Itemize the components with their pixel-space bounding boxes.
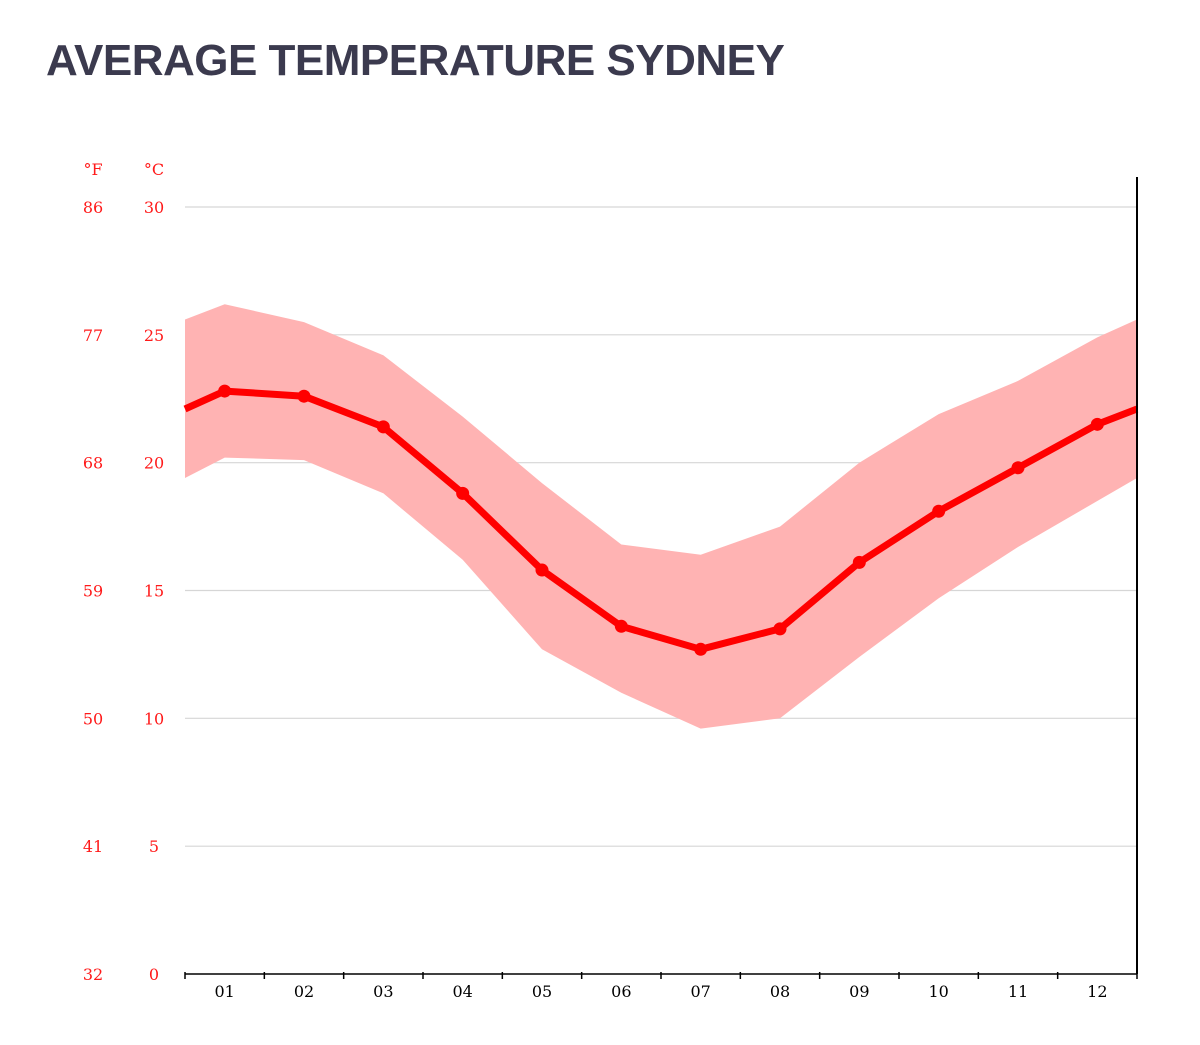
y-tick-fahrenheit: 68 xyxy=(83,454,103,473)
data-point xyxy=(1090,417,1104,431)
x-tick-label: 04 xyxy=(452,982,472,1001)
x-tick-label: 09 xyxy=(849,982,869,1001)
data-point xyxy=(297,389,311,403)
x-tick-label: 06 xyxy=(611,982,631,1001)
data-point xyxy=(218,384,232,398)
data-point xyxy=(694,642,708,656)
y-tick-celsius: 30 xyxy=(144,198,164,217)
x-tick-label: 11 xyxy=(1008,982,1028,1001)
x-tick-label: 01 xyxy=(214,982,234,1001)
y-tick-celsius: 0 xyxy=(149,965,159,984)
x-tick-label: 03 xyxy=(373,982,393,1001)
x-tick-label: 10 xyxy=(928,982,948,1001)
data-point xyxy=(535,563,549,577)
page-title: AVERAGE TEMPERATURE SYDNEY xyxy=(46,36,785,85)
x-tick-label: 08 xyxy=(770,982,790,1001)
x-tick-label: 07 xyxy=(690,982,710,1001)
data-point xyxy=(932,504,946,518)
min-max-range-band xyxy=(185,304,1137,729)
data-point xyxy=(852,555,866,569)
y-tick-fahrenheit: 50 xyxy=(83,709,103,728)
average-line-layer xyxy=(183,384,1139,656)
x-tick-label: 02 xyxy=(294,982,314,1001)
range-band-layer xyxy=(185,304,1137,729)
axis-labels: °F °C 0 32 5 41 10 50 15 59 20 68 25 77 30 86 01 02 03 04… xyxy=(83,160,1108,1001)
y-tick-fahrenheit: 86 xyxy=(83,198,103,217)
x-tick-label: 05 xyxy=(532,982,552,1001)
x-tick-label: 12 xyxy=(1087,982,1107,1001)
axes xyxy=(184,177,1138,979)
y-tick-fahrenheit: 59 xyxy=(83,582,103,601)
data-point xyxy=(456,486,470,500)
celsius-unit-label: °C xyxy=(144,160,164,179)
y-tick-fahrenheit: 41 xyxy=(83,837,103,856)
y-tick-celsius: 15 xyxy=(144,582,164,601)
data-point xyxy=(614,619,628,633)
y-tick-celsius: 10 xyxy=(144,709,164,728)
y-tick-celsius: 25 xyxy=(144,326,164,345)
fahrenheit-unit-label: °F xyxy=(83,160,102,179)
y-tick-fahrenheit: 32 xyxy=(83,965,103,984)
y-tick-fahrenheit: 77 xyxy=(83,326,103,345)
y-tick-celsius: 5 xyxy=(149,837,159,856)
data-point xyxy=(1011,461,1025,475)
data-point xyxy=(773,622,787,636)
data-point xyxy=(376,420,390,434)
y-tick-celsius: 20 xyxy=(144,454,164,473)
average-temperature-line xyxy=(183,387,1139,653)
